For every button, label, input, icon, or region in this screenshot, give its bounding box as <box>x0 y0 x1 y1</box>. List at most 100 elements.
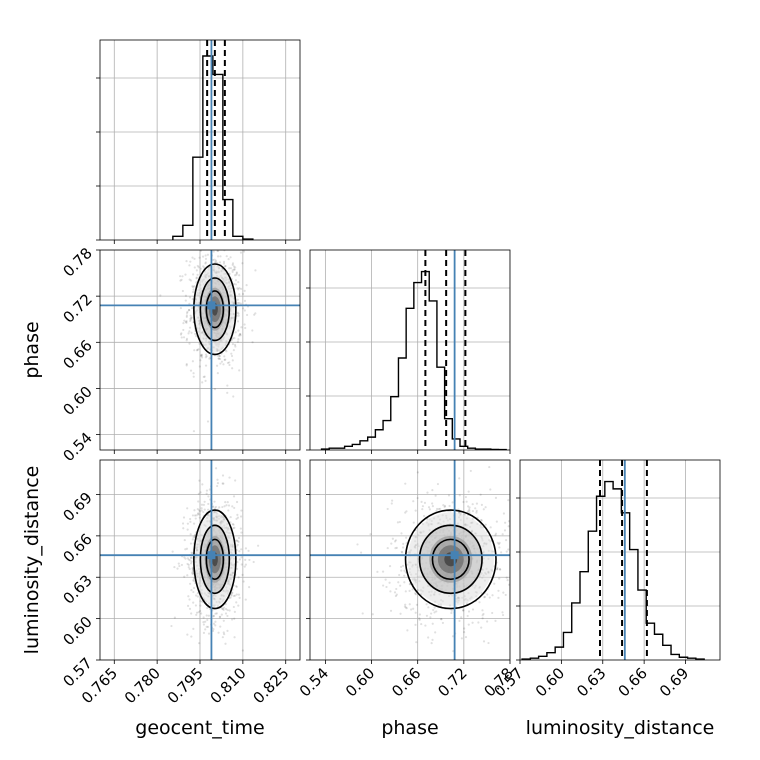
scatter-point <box>430 642 433 645</box>
scatter-point <box>205 614 208 617</box>
scatter-point <box>191 571 194 574</box>
scatter-point <box>386 507 389 511</box>
scatter-point <box>418 618 421 621</box>
scatter-point <box>193 266 196 269</box>
scatter-point <box>204 261 207 264</box>
scatter-point <box>469 469 472 473</box>
scatter-point <box>501 611 504 614</box>
scatter-point <box>225 350 228 353</box>
scatter-point <box>397 581 400 584</box>
scatter-point <box>195 349 199 352</box>
scatter-point <box>193 349 196 352</box>
scatter-point <box>231 262 235 265</box>
scatter-point <box>252 560 255 564</box>
scatter-point <box>481 609 484 612</box>
scatter-point <box>221 607 224 610</box>
scatter-point <box>231 505 234 508</box>
scatter-point <box>213 261 216 264</box>
scatter-point <box>468 509 471 512</box>
scatter-point <box>204 262 207 265</box>
scatter-point <box>217 357 220 360</box>
scatter-point <box>237 604 240 607</box>
scatter-point <box>184 294 188 297</box>
scatter-point <box>244 558 247 561</box>
scatter-point <box>412 607 415 610</box>
scatter-point <box>198 479 201 482</box>
scatter-point <box>511 571 513 573</box>
scatter-point <box>202 265 205 268</box>
scatter-point <box>433 606 436 609</box>
scatter-point <box>508 583 510 586</box>
scatter-point <box>257 544 260 547</box>
scatter-point <box>216 255 220 258</box>
scatter-point <box>232 594 235 598</box>
scatter-point <box>185 363 188 366</box>
scatter-point <box>185 260 188 263</box>
panel-border <box>309 459 511 661</box>
scatter-point <box>498 577 501 580</box>
scatter-point <box>192 522 196 525</box>
scatter-point <box>192 536 195 539</box>
scatter-point <box>199 250 202 252</box>
scatter-point <box>177 562 180 565</box>
scatter-point <box>388 581 391 584</box>
scatter-point <box>203 508 206 511</box>
scatter-point <box>196 513 200 516</box>
scatter-point <box>204 379 207 382</box>
scatter-point <box>224 612 228 615</box>
scatter-point <box>486 620 489 623</box>
scatter-point <box>423 501 427 504</box>
scatter-point <box>212 615 215 618</box>
contour-line <box>205 538 225 581</box>
scatter-point <box>234 345 237 348</box>
scatter-point <box>188 326 192 329</box>
scatter-point <box>199 600 202 603</box>
scatter-point <box>253 313 256 316</box>
scatter-point <box>212 622 216 625</box>
scatter-point <box>235 272 238 275</box>
scatter-point <box>497 589 500 592</box>
scatter-point <box>235 539 238 542</box>
scatter-point <box>188 598 191 601</box>
scatter-point <box>389 590 392 593</box>
scatter-point <box>479 493 482 496</box>
scatter-point <box>180 332 183 335</box>
scatter-point <box>185 337 189 341</box>
scatter-point <box>224 607 228 611</box>
scatter-point <box>188 342 191 345</box>
scatter-point <box>218 616 221 619</box>
scatter-point <box>468 508 471 511</box>
scatter-point <box>471 608 475 611</box>
scatter-point <box>198 513 201 516</box>
scatter-point <box>227 258 230 261</box>
scatter-point <box>197 611 200 614</box>
scatter-point <box>425 518 429 521</box>
scatter-point <box>389 609 393 612</box>
panel-content <box>310 460 517 660</box>
scatter-point <box>233 610 236 613</box>
scatter-point <box>406 629 409 632</box>
scatter-point <box>515 535 517 537</box>
scatter-point <box>237 576 240 579</box>
scatter-point <box>198 509 201 512</box>
scatter-point <box>193 514 197 517</box>
scatter-point <box>238 274 241 277</box>
scatter-point <box>494 496 498 500</box>
scatter-point <box>196 508 199 511</box>
scatter-point <box>220 613 223 616</box>
scatter-point <box>190 316 193 319</box>
scatter-point <box>226 501 229 504</box>
scatter-point <box>451 635 455 638</box>
scatter-point <box>369 533 372 536</box>
scatter-point <box>185 321 188 324</box>
scatter-point <box>189 260 192 263</box>
scatter-point <box>205 489 209 492</box>
y-tick-label: 0.66 <box>59 336 95 372</box>
scatter-point <box>202 616 205 619</box>
scatter-point <box>222 262 226 265</box>
scatter-point <box>515 576 517 578</box>
scatter-point <box>507 499 510 502</box>
scatter-point <box>189 542 193 545</box>
scatter-point <box>480 519 483 522</box>
scatter-point <box>189 314 192 317</box>
